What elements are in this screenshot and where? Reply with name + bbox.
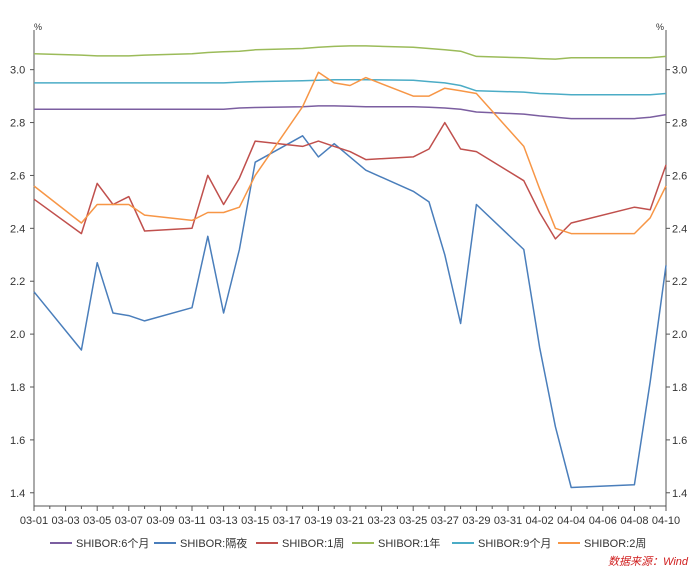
x-tick-label: 04-08: [620, 515, 648, 527]
series-line-6: [33, 71, 667, 235]
x-tick-label: 04-02: [526, 515, 554, 527]
series-lines: [33, 45, 667, 489]
x-tick-label: 03-01: [20, 515, 48, 527]
source-note: 数据来源：Wind: [608, 555, 689, 568]
x-tick-label: 03-23: [368, 515, 396, 527]
x-tick-label: 03-27: [431, 515, 459, 527]
x-tick-label: 03-19: [304, 515, 332, 527]
left-y-tick-label: 1.8: [10, 382, 25, 394]
right-y-ticks: 1.4 1.6 1.8 2.0 2.2 2.4 2.6 2.8 3.0: [666, 65, 687, 500]
series-line-3: [33, 121, 667, 240]
series-line-2: [33, 135, 667, 489]
x-tick-label: 03-05: [83, 515, 111, 527]
left-y-tick-label: 1.4: [10, 488, 25, 500]
right-y-tick-label: 1.4: [672, 488, 687, 500]
left-y-tick-label: 1.6: [10, 435, 25, 447]
series-line-4: [33, 45, 667, 60]
legend-label: SHIBOR:9个月: [478, 537, 551, 550]
left-y-ticks: 1.4 1.6 1.8 2.0 2.2 2.4 2.6 2.8 3.0: [10, 65, 34, 500]
left-y-tick-label: 2.0: [10, 329, 25, 341]
x-tick-label: 03-21: [336, 515, 364, 527]
x-tick-label: 03-25: [399, 515, 427, 527]
x-tick-label: 03-17: [273, 515, 301, 527]
x-ticks: 03-01 03-03 03-05 03-07 03-09 03-11 03-13 03-15…: [20, 506, 680, 527]
legend-label: SHIBOR:1周: [282, 537, 344, 550]
legend: SHIBOR:6个月 SHIBOR:隔夜 SHIBOR:1周 SHIBOR:1年 SHI…: [50, 536, 646, 550]
x-tick-label: 04-04: [557, 515, 585, 527]
x-tick-label: 03-29: [462, 515, 490, 527]
left-unit-label: %: [34, 22, 42, 32]
x-tick-label: 03-03: [52, 515, 80, 527]
left-y-tick-label: 2.4: [10, 223, 25, 235]
left-y-tick-label: 3.0: [10, 65, 25, 77]
right-unit-label: %: [656, 22, 664, 32]
right-y-tick-label: 2.8: [672, 118, 687, 130]
series-line-1: [34, 105, 667, 120]
x-tick-label: 03-15: [241, 515, 269, 527]
right-y-tick-label: 2.4: [672, 223, 687, 235]
x-tick-label: 03-31: [494, 515, 522, 527]
right-y-tick-label: 1.6: [672, 435, 687, 447]
x-tick-label: 03-11: [178, 515, 205, 527]
left-y-tick-label: 2.2: [10, 276, 25, 288]
left-y-tick-label: 2.8: [10, 118, 25, 130]
legend-label: SHIBOR:2周: [584, 537, 646, 550]
right-y-tick-label: 3.0: [672, 65, 687, 77]
x-tick-label: 03-13: [210, 515, 238, 527]
series-line-5: [34, 78, 667, 96]
right-y-tick-label: 2.0: [672, 329, 687, 341]
right-y-tick-label: 2.2: [672, 276, 687, 288]
legend-label: SHIBOR:隔夜: [180, 536, 247, 550]
x-tick-label: 03-07: [115, 515, 143, 527]
right-y-tick-label: 1.8: [672, 382, 687, 394]
x-tick-label: 04-10: [652, 515, 680, 527]
left-y-tick-label: 2.6: [10, 170, 25, 182]
x-tick-label: 03-09: [146, 515, 174, 527]
legend-label: SHIBOR:1年: [378, 536, 440, 550]
x-tick-label: 04-06: [589, 515, 617, 527]
legend-label: SHIBOR:6个月: [76, 537, 149, 550]
right-y-tick-label: 2.6: [672, 170, 687, 182]
